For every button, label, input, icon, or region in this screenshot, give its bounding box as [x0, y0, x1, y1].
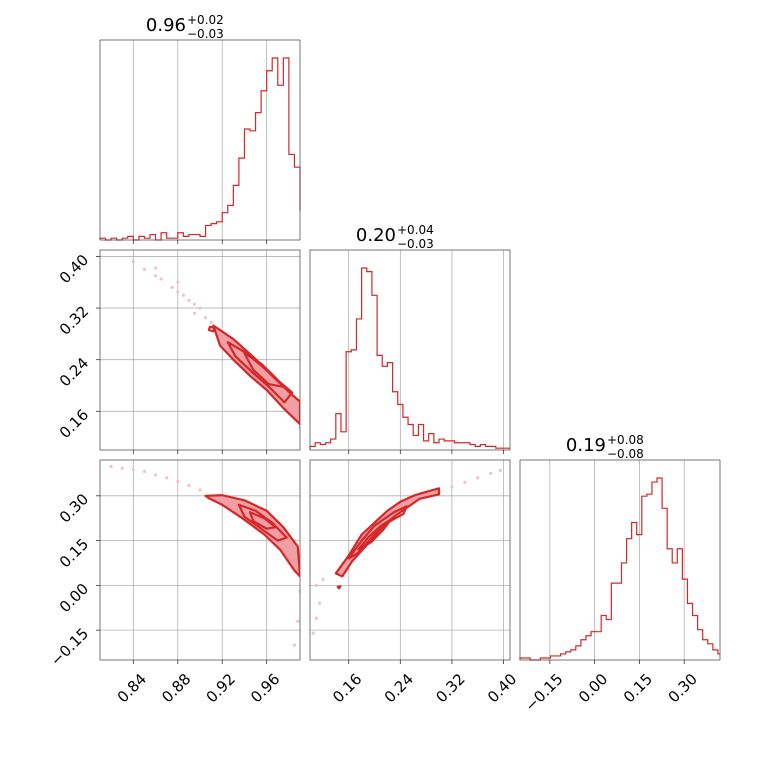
scatter-point [292, 643, 297, 647]
panel-frame [99, 459, 301, 661]
x-tick-label: 0.92 [203, 670, 239, 706]
panel-frame [519, 459, 721, 661]
pair-panel-0-2 [96, 459, 301, 664]
scatter-point [187, 298, 191, 302]
x-tick-label: 0.30 [665, 670, 701, 706]
panel-frame [309, 459, 511, 661]
scatter-point [311, 631, 315, 635]
scatter-point [153, 274, 158, 278]
scatter-point [159, 277, 163, 281]
x-tick-label: 0.40 [484, 670, 520, 706]
title-plus: +0.08 [607, 433, 644, 447]
contour-level [207, 325, 216, 333]
histogram-panel-1: 0.20 +0.04−0.03 [309, 223, 511, 454]
histogram-panel-2: 0.19 +0.08−0.08 [519, 433, 721, 664]
x-tick-label: 0.24 [381, 670, 417, 706]
title-plus: +0.02 [187, 13, 224, 27]
scatter-point [170, 285, 174, 290]
scatter-point [165, 476, 169, 480]
scatter-point [131, 467, 135, 472]
scatter-point [109, 464, 113, 469]
pair-panel-1-2 [309, 459, 511, 664]
panel-frame [99, 249, 301, 451]
title-value: 0.20 [356, 225, 396, 246]
title-plus: +0.04 [397, 223, 434, 237]
x-tick-label: 0.00 [575, 670, 611, 706]
scatter-point [463, 480, 467, 484]
scatter-point [176, 280, 180, 284]
scatter-point [318, 601, 322, 605]
x-tick-label: 0.15 [620, 670, 656, 706]
scatter-point [450, 485, 454, 489]
scatter-point [187, 483, 191, 487]
scatter-point [203, 316, 208, 320]
title-value: 0.96 [146, 15, 186, 36]
scatter-point [176, 479, 180, 484]
contour-level [243, 352, 285, 388]
scatter-point [314, 583, 319, 587]
histogram-line [309, 267, 510, 450]
scatter-point [209, 320, 213, 324]
panel-content [131, 260, 300, 430]
pair-panel-0-1 [96, 249, 301, 454]
panel-title: 0.20 +0.04−0.03 [356, 223, 434, 251]
contour-level [336, 585, 342, 590]
contour-level [357, 518, 392, 551]
scatter-point [176, 290, 180, 294]
y-tick-label: 0.32 [56, 302, 92, 338]
y-tick-label: 0.24 [56, 354, 92, 390]
histogram-line [519, 477, 720, 661]
scatter-point [489, 471, 493, 476]
contour-level [237, 503, 288, 542]
y-tick-label: 0.30 [56, 490, 92, 526]
panel-title: 0.96 +0.02−0.03 [146, 13, 224, 41]
scatter-point [296, 619, 300, 623]
panel-frame [309, 249, 511, 451]
scatter-point [498, 468, 502, 473]
y-tick-label: −0.15 [47, 624, 92, 669]
histogram-panel-0: 0.96 +0.02−0.03 [99, 13, 301, 244]
x-tick-label: 0.32 [432, 670, 468, 706]
contour-level [334, 487, 441, 578]
y-tick-label: 0.00 [56, 580, 92, 616]
scatter-point [192, 311, 197, 315]
scatter-point [181, 293, 185, 297]
x-tick-label: 0.16 [329, 670, 365, 706]
title-minus: −0.03 [397, 237, 434, 251]
scatter-point [120, 466, 124, 470]
contour-level [204, 494, 300, 578]
scatter-point [321, 577, 325, 582]
panel-title: 0.19 +0.08−0.08 [566, 433, 644, 461]
contour-level [248, 511, 277, 530]
scatter-point [192, 302, 197, 306]
x-tick-label: 0.88 [158, 670, 194, 706]
title-minus: −0.03 [187, 27, 224, 41]
scatter-point [198, 306, 202, 310]
scatter-point [314, 616, 319, 620]
scatter-point [153, 266, 158, 270]
title-value: 0.19 [566, 435, 606, 456]
panel-content [109, 464, 300, 647]
panel-content [311, 468, 502, 635]
histogram-line [99, 57, 301, 241]
scatter-point [476, 476, 480, 480]
panel-frame [99, 39, 301, 241]
x-tick-label: −0.15 [521, 670, 566, 715]
x-tick-label: 0.96 [247, 670, 283, 706]
x-tick-label: 0.84 [114, 670, 150, 706]
scatter-point [142, 469, 147, 473]
scatter-point [131, 260, 135, 264]
contour-level [347, 505, 408, 560]
y-tick-label: 0.16 [56, 406, 92, 442]
y-tick-label: 0.40 [56, 251, 92, 287]
title-minus: −0.08 [607, 447, 644, 461]
scatter-point [142, 267, 147, 271]
y-tick-label: 0.15 [56, 535, 92, 571]
scatter-point [198, 488, 202, 492]
scatter-point [153, 473, 158, 477]
